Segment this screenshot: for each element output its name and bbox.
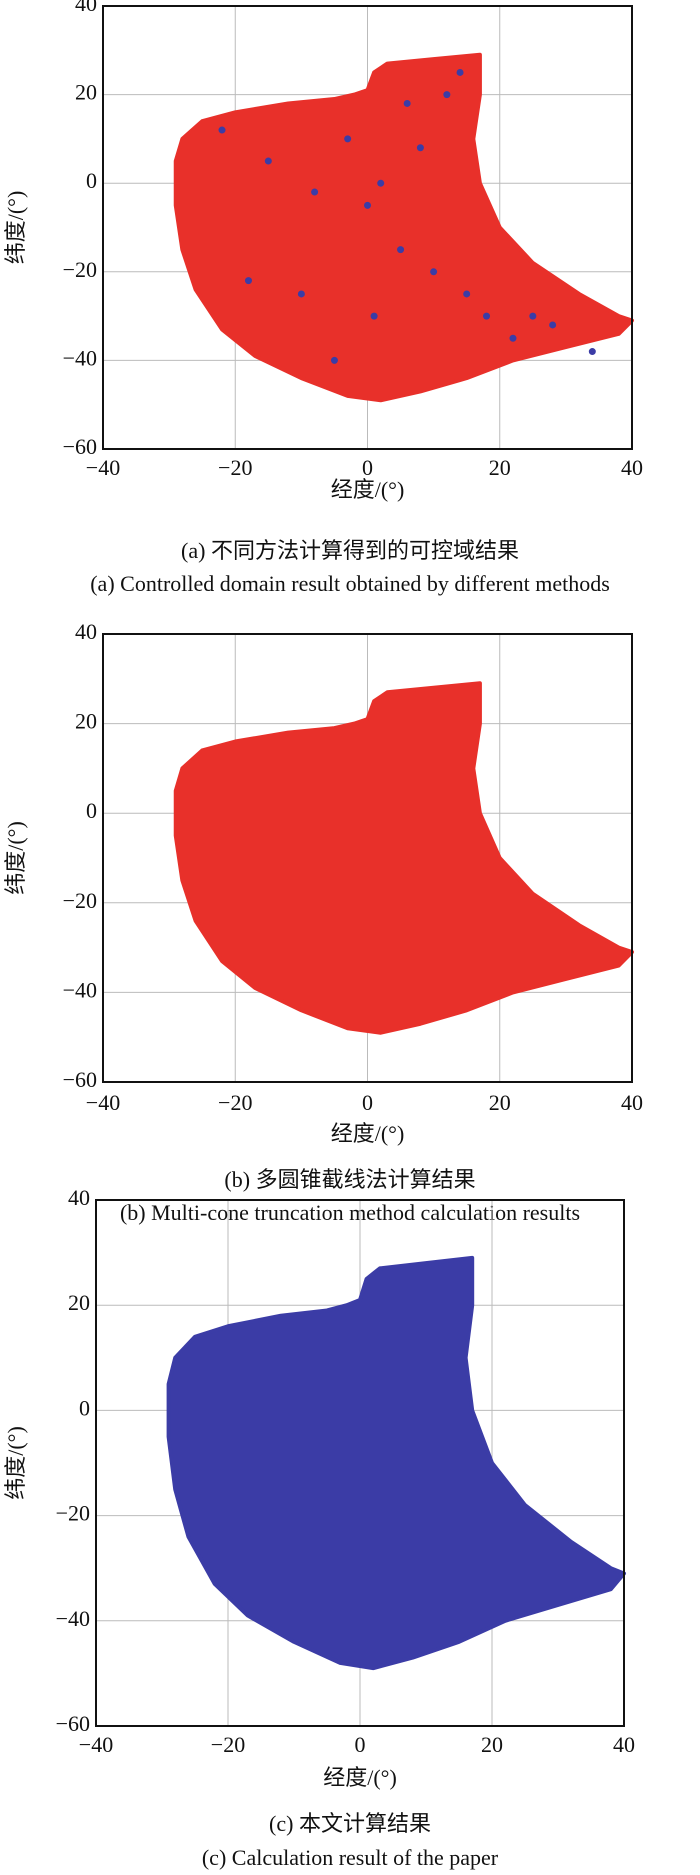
- caption-en: (c) Calculation result of the paper: [202, 1845, 499, 1870]
- y-axis-label: 纬度/(°): [3, 191, 28, 265]
- x-tick-label: −20: [211, 1732, 245, 1757]
- caption-en: (a) Controlled domain result obtained by…: [90, 571, 610, 596]
- x-axis-label: 经度/(°): [323, 1765, 397, 1790]
- y-tick-label: −60: [56, 1711, 90, 1736]
- point: [244, 277, 252, 285]
- x-tick-label: 20: [489, 1090, 511, 1115]
- y-tick-label: −40: [56, 1606, 90, 1631]
- plot-frame: [102, 5, 633, 450]
- point: [463, 290, 471, 298]
- x-tick-label: 40: [621, 1090, 643, 1115]
- point: [443, 91, 451, 99]
- point: [330, 356, 338, 364]
- caption: (b) 多圆锥截线法计算结果: [224, 1167, 475, 1192]
- point: [483, 312, 491, 320]
- point: [588, 348, 596, 356]
- point: [364, 201, 371, 209]
- x-tick-label: −40: [86, 1090, 120, 1115]
- y-tick-label: −40: [63, 977, 97, 1002]
- x-tick-label: −20: [218, 455, 252, 480]
- x-tick-label: 0: [362, 455, 373, 480]
- x-axis-label: 经度/(°): [331, 1121, 405, 1146]
- x-tick-label: 20: [481, 1732, 503, 1757]
- caption-en: (b) Multi-cone truncation method calcula…: [120, 1200, 580, 1225]
- point: [456, 68, 464, 76]
- region: [166, 1255, 626, 1671]
- point: [218, 126, 226, 134]
- y-tick-label: 0: [79, 1395, 90, 1420]
- caption: (a) 不同方法计算得到的可控域结果: [181, 538, 519, 563]
- y-tick-label: −20: [63, 888, 97, 913]
- x-tick-label: −40: [86, 455, 120, 480]
- y-axis-label: 纬度/(°): [3, 1426, 28, 1500]
- x-tick-label: 0: [362, 1090, 373, 1115]
- y-tick-label: 20: [75, 709, 97, 734]
- x-axis-label: 经度/(°): [331, 477, 405, 502]
- y-axis-label: 纬度/(°): [3, 821, 28, 895]
- point: [297, 290, 305, 298]
- point: [370, 312, 378, 320]
- x-tick-label: 40: [621, 455, 643, 480]
- y-tick-label: −20: [56, 1501, 90, 1526]
- y-tick-label: 40: [75, 0, 97, 16]
- y-tick-label: −60: [63, 434, 97, 459]
- point: [416, 144, 424, 152]
- y-tick-label: 20: [68, 1290, 90, 1315]
- y-tick-label: 0: [86, 168, 97, 193]
- point: [509, 334, 517, 342]
- point: [264, 157, 272, 165]
- point: [403, 99, 411, 107]
- caption: (c) 本文计算结果: [269, 1811, 431, 1836]
- x-tick-label: 40: [613, 1732, 635, 1757]
- point: [377, 179, 385, 187]
- plot-frame: [95, 1199, 625, 1727]
- plot-frame: [102, 633, 633, 1083]
- point: [311, 188, 319, 196]
- point: [397, 246, 405, 254]
- y-tick-label: −40: [63, 345, 97, 370]
- y-tick-label: 20: [75, 80, 97, 105]
- y-tick-label: −20: [63, 257, 97, 282]
- x-tick-label: 20: [489, 455, 511, 480]
- x-tick-label: −40: [79, 1732, 113, 1757]
- y-tick-label: 0: [86, 798, 97, 823]
- point: [430, 268, 438, 276]
- point: [344, 135, 352, 143]
- x-tick-label: −20: [218, 1090, 252, 1115]
- x-tick-label: 0: [355, 1732, 366, 1757]
- region: [173, 681, 634, 1035]
- y-tick-label: −60: [63, 1067, 97, 1092]
- region: [173, 52, 634, 403]
- y-tick-label: 40: [68, 1185, 90, 1210]
- point: [549, 321, 557, 329]
- point: [529, 312, 537, 320]
- y-tick-label: 40: [75, 619, 97, 644]
